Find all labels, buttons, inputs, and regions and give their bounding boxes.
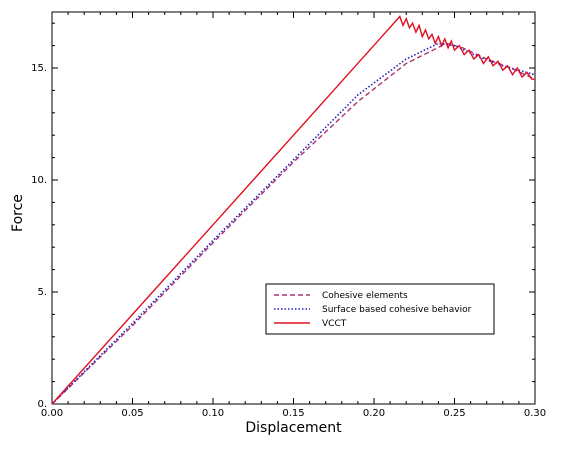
series-line-1: [51, 42, 536, 405]
x-tick-label: 0.20: [363, 408, 385, 419]
y-tick-label: 10.: [31, 175, 47, 186]
series-line-3: [51, 15, 535, 405]
y-tick-label: 5.: [37, 287, 47, 298]
series-line-2: [51, 42, 536, 405]
y-tick-label: 15.: [31, 63, 47, 74]
x-tick-label: 0.05: [121, 408, 143, 419]
series-layer: [51, 15, 536, 405]
legend-label-2: Surface based cohesive behavior: [322, 305, 472, 315]
legend-box: [265, 283, 495, 335]
plot-frame: [51, 11, 536, 405]
x-axis-title: Displacement: [245, 420, 342, 436]
legend: Cohesive elements Surface based cohesive …: [265, 283, 495, 335]
x-tick-label: 0.30: [524, 408, 546, 419]
x-tick-label: 0.15: [282, 408, 304, 419]
x-tick-label: 0.25: [443, 408, 465, 419]
x-tick-label: 0.00: [41, 408, 63, 419]
y-axis-title: Force: [10, 194, 26, 232]
legend-label-3: VCCT: [322, 319, 347, 329]
y-tick-label: 0.: [37, 399, 47, 410]
legend-label-1: Cohesive elements: [322, 291, 408, 301]
x-tick-label: 0.10: [202, 408, 224, 419]
axis-ticks: 0.00 0.05 0.10 0.15 0.20 0.25 0.30 0. 5. 10. 15.: [31, 12, 546, 419]
